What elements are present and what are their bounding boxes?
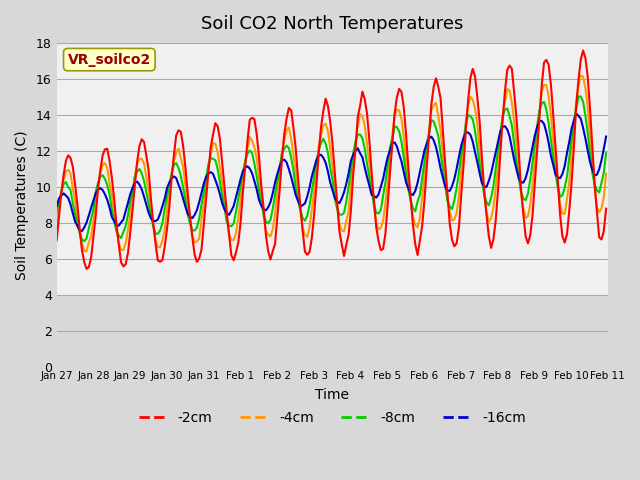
X-axis label: Time: Time [315, 388, 349, 402]
Title: Soil CO2 North Temperatures: Soil CO2 North Temperatures [201, 15, 463, 33]
Bar [57, 295, 607, 367]
Y-axis label: Soil Temperatures (C): Soil Temperatures (C) [15, 130, 29, 279]
Text: VR_soilco2: VR_soilco2 [68, 53, 151, 67]
Legend: -2cm, -4cm, -8cm, -16cm: -2cm, -4cm, -8cm, -16cm [133, 406, 531, 431]
